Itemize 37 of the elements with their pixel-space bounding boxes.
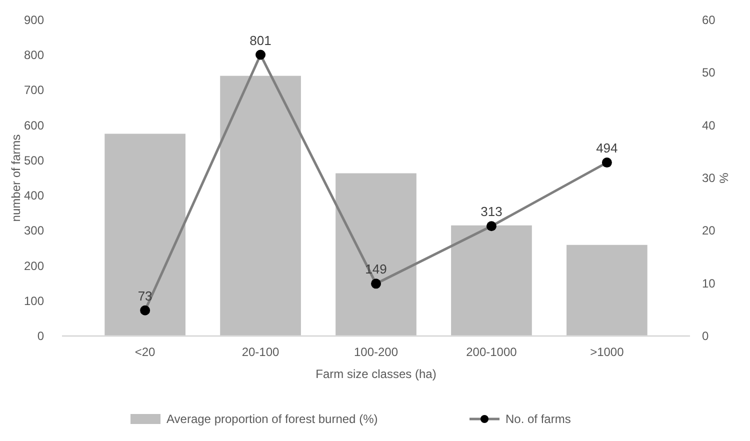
y-tick-label: 300 <box>24 224 44 238</box>
y-tick-label: 500 <box>24 153 44 168</box>
x-axis-title: Farm size classes (ha) <box>316 367 436 381</box>
x-tick-label: <20 <box>134 345 156 359</box>
x-tick-label: 100-200 <box>354 345 398 359</box>
y-axis-title: number of farms <box>9 134 23 222</box>
bar <box>104 134 186 336</box>
y-tick-label: 900 <box>24 13 44 27</box>
data-label: 801 <box>250 32 272 48</box>
bar <box>336 173 416 336</box>
y2-tick-label: 30 <box>702 171 716 185</box>
bar <box>451 225 532 336</box>
y2-tick-label: 10 <box>702 276 716 290</box>
y2-tick-label: 0 <box>702 329 709 343</box>
y2-tick-label: 50 <box>702 66 716 80</box>
data-label: 149 <box>365 262 387 277</box>
data-label: 494 <box>596 140 618 156</box>
data-label: 313 <box>480 204 502 220</box>
y2-tick-label: 60 <box>702 13 716 27</box>
bar <box>220 76 301 336</box>
legend-label: No. of farms <box>506 412 571 426</box>
x-tick-label: 200-1000 <box>466 345 518 359</box>
y-tick-label: 400 <box>24 188 44 203</box>
x-tick-label: 20-100 <box>242 345 280 359</box>
y2-tick-label: 20 <box>702 224 716 238</box>
y2-tick-label: 40 <box>702 118 716 132</box>
y2-axis-title: % <box>717 172 731 184</box>
bar <box>566 244 648 336</box>
y-tick-label: 0 <box>37 329 44 343</box>
legend-label: Average proportion of forest burned (%) <box>166 412 378 426</box>
data-label: 73 <box>138 288 152 304</box>
y-tick-label: 600 <box>24 118 44 132</box>
y-tick-label: 200 <box>24 258 44 273</box>
y-tick-label: 700 <box>24 83 44 98</box>
x-tick-label: >1000 <box>590 345 624 359</box>
y-tick-label: 800 <box>24 48 44 62</box>
y-tick-label: 100 <box>24 294 44 308</box>
